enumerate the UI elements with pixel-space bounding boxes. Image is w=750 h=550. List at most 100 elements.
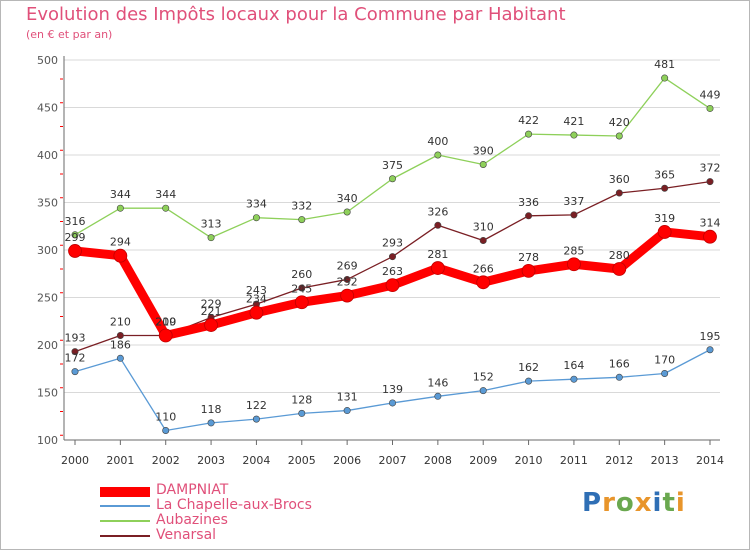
data-point	[343, 275, 351, 283]
data-label: 243	[246, 284, 267, 297]
data-label: 293	[382, 237, 403, 250]
data-label: 131	[337, 391, 358, 404]
data-point	[71, 231, 79, 239]
data-point	[68, 244, 82, 258]
data-point	[521, 263, 536, 278]
legend-item-aubazines: Aubazines	[100, 512, 400, 529]
data-label: 375	[382, 159, 403, 172]
legend-item-venarsal: Venarsal	[100, 527, 400, 544]
x-tick-label: 2006	[333, 454, 361, 467]
data-point	[570, 211, 578, 219]
data-point	[207, 419, 215, 427]
data-label: 313	[201, 218, 222, 231]
data-point	[612, 262, 627, 276]
logo-letter: r	[602, 488, 616, 518]
data-point	[388, 399, 396, 407]
y-tick-label: 200	[37, 339, 58, 352]
data-point	[615, 373, 623, 381]
x-tick-label: 2002	[152, 454, 180, 467]
data-point	[71, 368, 79, 376]
data-label: 332	[291, 200, 312, 213]
data-point	[434, 392, 442, 400]
legend-item-dampniat: DAMPNIAT	[100, 482, 400, 499]
data-label: 336	[518, 196, 539, 209]
data-point	[71, 348, 79, 356]
y-tick-label: 450	[37, 102, 58, 115]
data-label: 166	[609, 357, 630, 370]
legend-label-dampniat: DAMPNIAT	[156, 482, 229, 498]
data-point	[430, 261, 445, 275]
logo-letter: t	[662, 488, 676, 518]
y-tick-label: 350	[37, 197, 58, 210]
x-tick-label: 2012	[605, 454, 633, 467]
data-label: 110	[155, 411, 176, 424]
data-point	[116, 331, 124, 339]
data-label: 372	[700, 162, 721, 175]
data-label: 314	[700, 217, 721, 230]
data-label: 280	[609, 249, 630, 262]
data-label: 152	[473, 371, 494, 384]
data-label: 337	[563, 195, 584, 208]
x-tick-label: 2005	[288, 454, 316, 467]
legend-label-venarsal: Venarsal	[156, 527, 217, 543]
data-point	[706, 346, 714, 354]
logo-letter: P	[582, 488, 603, 518]
data-label: 195	[700, 330, 721, 343]
data-label: 263	[382, 265, 403, 278]
data-point	[525, 130, 533, 138]
data-label: 334	[246, 198, 267, 211]
data-label: 340	[337, 192, 358, 205]
data-label: 162	[518, 361, 539, 374]
data-point	[706, 178, 714, 186]
data-point	[162, 426, 170, 434]
data-point	[252, 415, 260, 423]
data-point	[479, 237, 487, 245]
data-point	[388, 175, 396, 183]
data-point	[116, 354, 124, 362]
y-tick-label: 500	[37, 54, 58, 67]
data-label: 365	[654, 168, 675, 181]
data-point	[615, 132, 623, 140]
data-point	[343, 208, 351, 216]
data-point	[476, 275, 491, 290]
data-point	[570, 131, 578, 139]
y-tick-label: 250	[37, 292, 58, 305]
legend-swatch-venarsal	[100, 535, 150, 537]
legend: DAMPNIAT La Chapelle-aux-Brocs Aubazines…	[100, 482, 400, 544]
legend-swatch-dampniat	[100, 487, 150, 497]
data-point	[434, 151, 442, 159]
data-label: 422	[518, 114, 539, 127]
data-label: 316	[65, 215, 86, 228]
data-point	[158, 328, 173, 343]
legend-label-aubazines: Aubazines	[156, 512, 228, 528]
data-point	[249, 305, 264, 320]
data-label: 390	[473, 145, 494, 158]
data-label: 326	[427, 205, 448, 218]
data-label: 294	[110, 236, 131, 249]
data-label: 299	[65, 231, 86, 244]
data-point	[657, 225, 672, 239]
data-label: 449	[700, 88, 721, 101]
data-point	[207, 234, 215, 242]
x-tick-label: 2001	[106, 454, 134, 467]
y-tick-label: 400	[37, 149, 58, 162]
data-point	[661, 74, 669, 82]
x-tick-label: 2014	[696, 454, 724, 467]
data-point	[525, 377, 533, 385]
legend-item-la-chapelle: La Chapelle-aux-Brocs	[100, 497, 400, 514]
logo-letter: x	[634, 488, 653, 518]
chart-subtitle: (en € et par an)	[26, 28, 113, 41]
data-point	[252, 214, 260, 222]
data-point	[706, 104, 714, 112]
data-point	[298, 409, 306, 417]
data-point	[479, 387, 487, 395]
data-label: 285	[563, 244, 584, 257]
data-label: 234	[246, 293, 267, 306]
data-label: 266	[473, 262, 494, 275]
data-label: 139	[382, 383, 403, 396]
data-point	[615, 189, 623, 197]
x-tick-label: 2007	[379, 454, 407, 467]
data-label: 245	[291, 282, 312, 295]
